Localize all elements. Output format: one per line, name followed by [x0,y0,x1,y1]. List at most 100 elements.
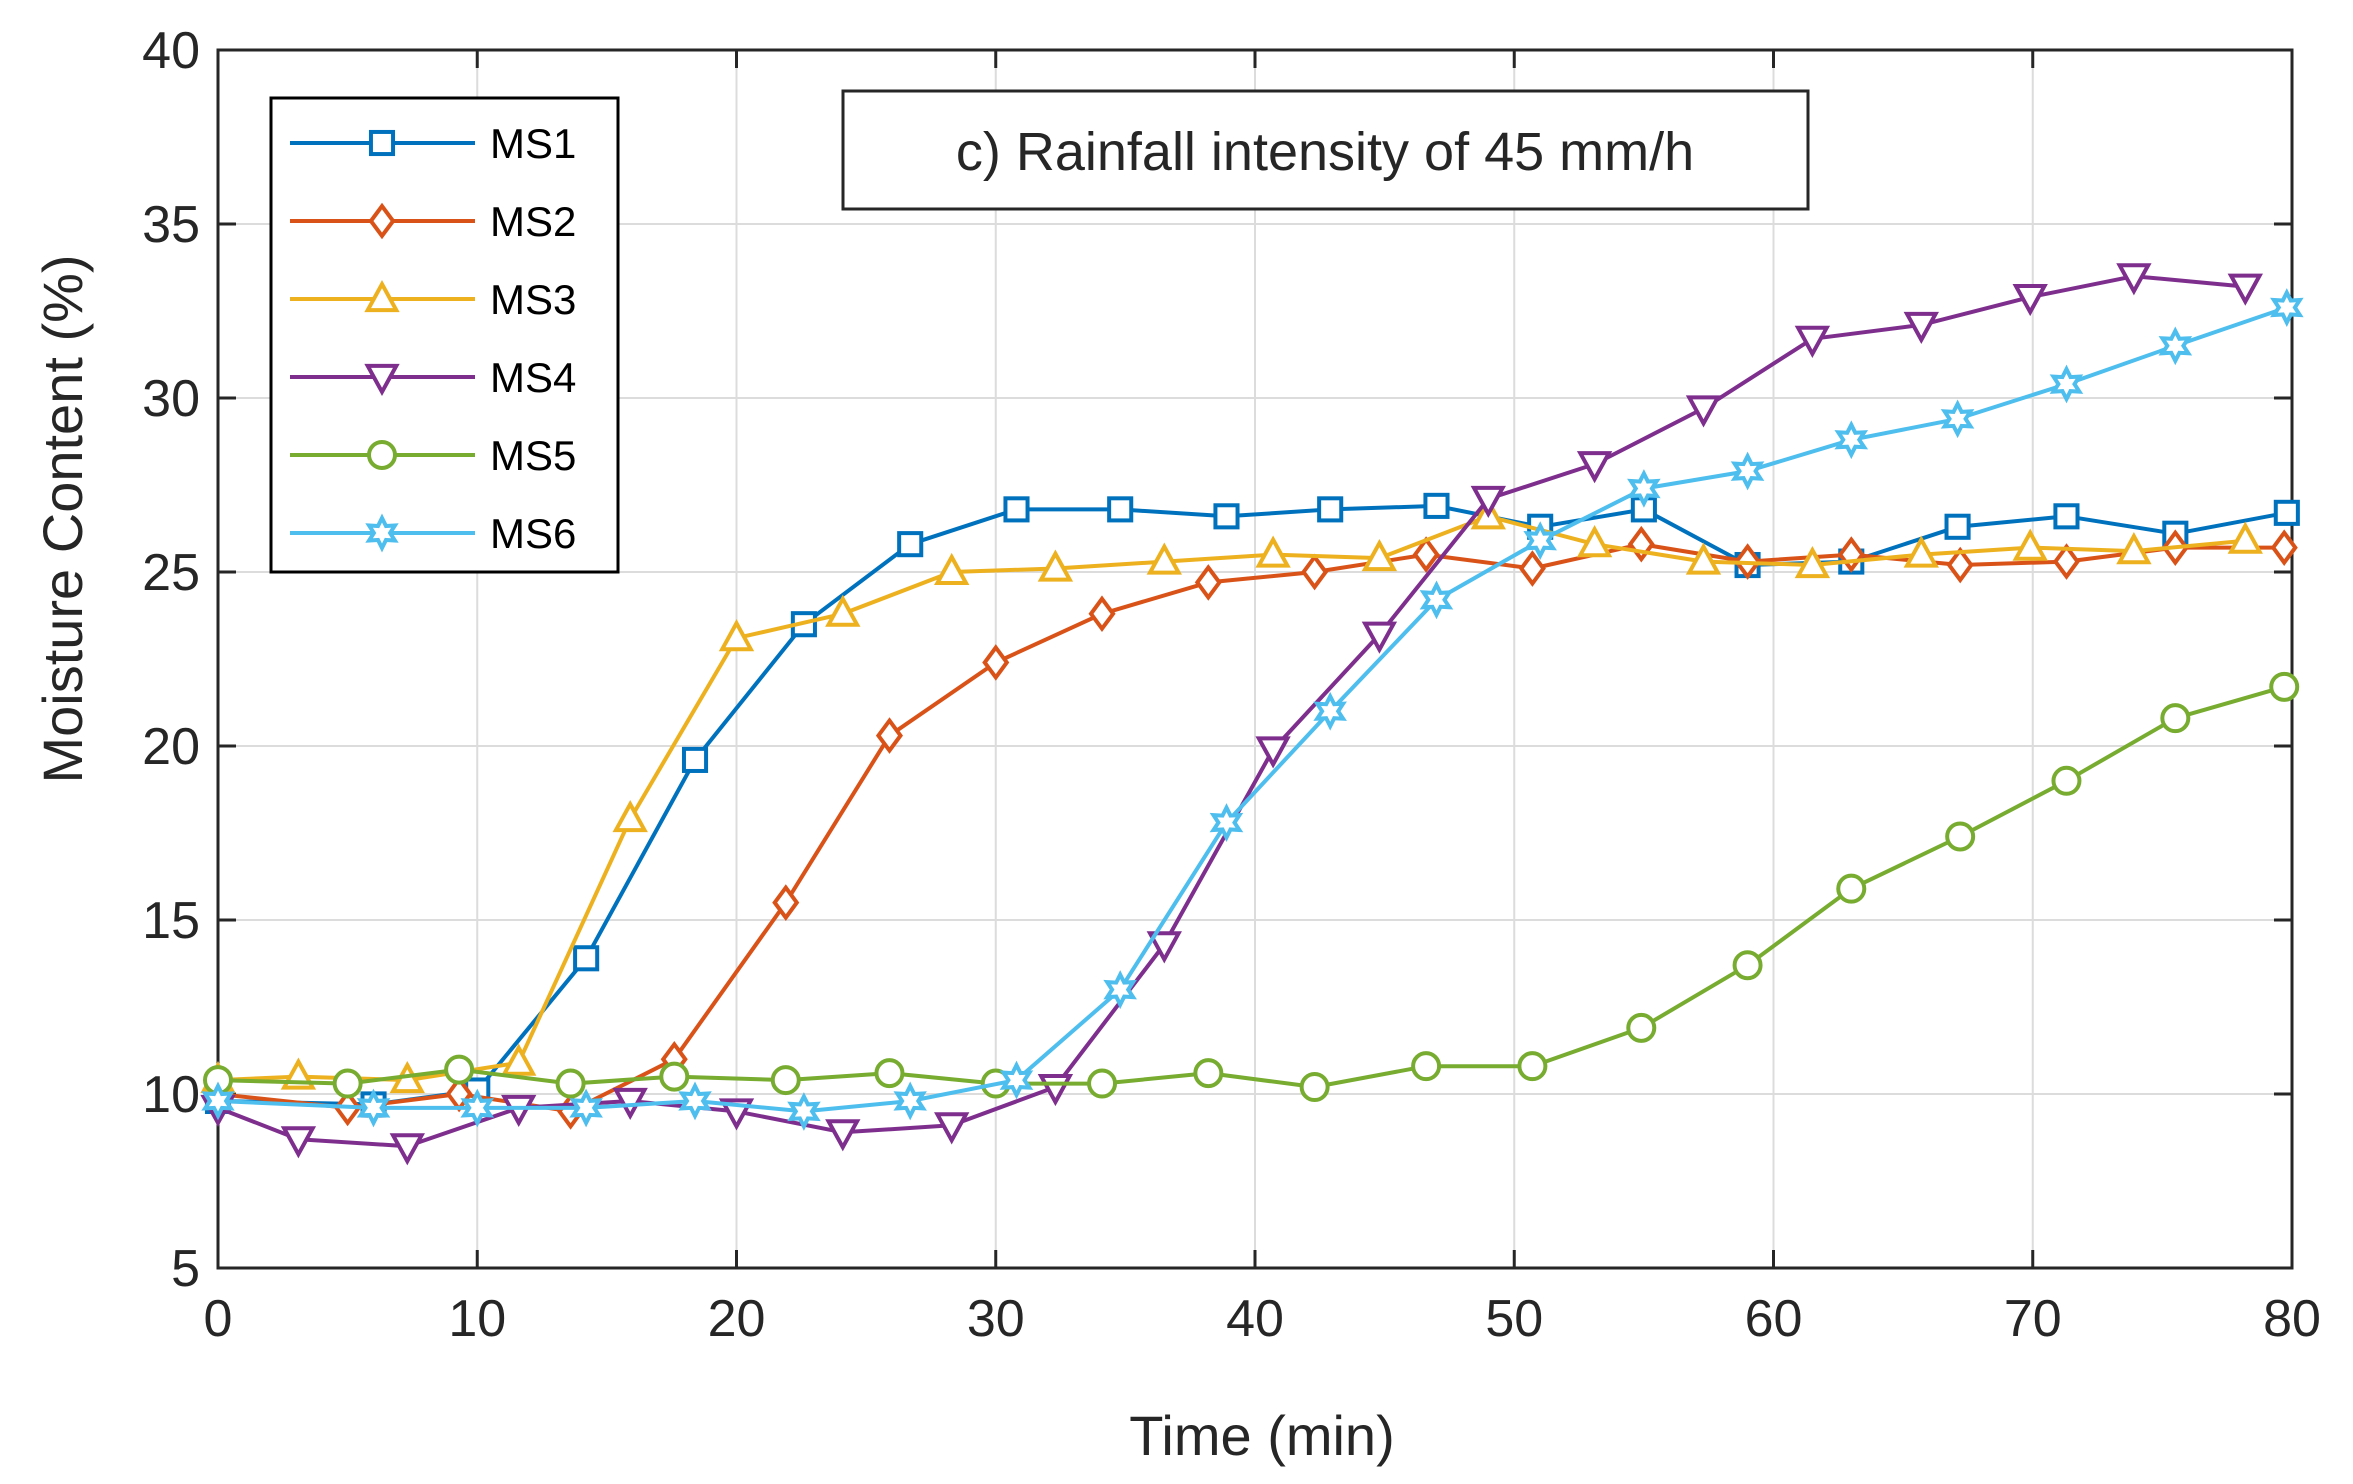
x-axis-label: Time (min) [1129,1404,1394,1467]
data-point-ms3 [934,552,970,585]
y-axis-label: Moisture Content (%) [31,254,94,783]
data-point-ms2 [982,644,1010,681]
legend-marker-ms3 [364,279,400,313]
series-line-ms1 [217,503,2288,1107]
data-point-ms5 [770,1065,801,1096]
data-point-ms3 [1037,549,1074,582]
legend-label-ms4: MS4 [490,354,576,401]
data-point-ms5 [332,1068,363,1099]
data-point-ms6 [1419,580,1454,620]
data-point-ms5 [1299,1072,1330,1103]
y-tick-label: 10 [142,1066,200,1124]
y-tick-label: 15 [142,892,200,950]
data-point-ms2 [1518,550,1546,587]
data-point-ms5 [2160,703,2191,734]
annotation-box: c) Rainfall intensity of 45 mm/h [841,89,1810,211]
data-point-ms6 [1103,970,1137,1010]
x-tick-label: 40 [1226,1290,1284,1348]
data-point-ms3 [1685,542,1722,575]
legend-item-ms2: MS2 [290,198,576,245]
series-layer [200,263,2304,1166]
data-point-ms5 [1087,1068,1118,1099]
data-point-ms5 [2051,765,2082,796]
data-point-ms6 [1834,420,1869,460]
legend-label-ms3: MS3 [490,276,576,323]
x-tick-label: 50 [1485,1290,1543,1348]
data-point-ms3 [1361,538,1398,572]
data-point-ms4 [825,1119,861,1152]
data-point-ms3 [1146,542,1182,575]
data-point-ms5 [659,1061,690,1092]
x-tick-label: 0 [204,1290,233,1348]
legend-item-ms5: MS5 [290,432,576,479]
data-point-ms1 [1944,513,1971,540]
legend-marker-ms5 [367,440,397,470]
data-point-ms4 [2012,284,2048,317]
legend-item-ms1: MS1 [290,120,576,167]
data-point-ms2 [1301,553,1329,591]
annotation-frame [841,89,1810,211]
data-point-ms1 [681,746,709,773]
series-line-ms6 [217,305,2288,1114]
axis-ticks: 0 10 20 30 40 50 60 70 80 5 10 15 20 25 30 35 40 [142,22,2321,1348]
data-point-ms4 [2227,273,2263,306]
y-tick-label: 5 [171,1240,200,1298]
data-point-ms3 [2116,532,2152,565]
data-point-ms4 [1685,395,1722,428]
data-point-ms6 [460,1088,495,1128]
legend-marker-ms2 [368,202,396,240]
data-point-ms4 [934,1112,970,1145]
data-point-ms5 [1836,873,1867,904]
data-point-ms1 [1317,496,1344,523]
data-point-ms4 [1794,325,1831,358]
data-point-ms4 [1146,931,1182,964]
data-point-ms5 [1193,1058,1224,1089]
series-ms5 [203,671,2300,1103]
data-point-ms2 [1946,546,1974,584]
data-point-ms4 [1255,736,1291,769]
data-point-ms6 [1627,469,1661,508]
data-point-ms4 [280,1126,317,1159]
legend-label-ms1: MS1 [490,120,576,167]
data-point-ms3 [1576,525,1613,558]
series-line-ms5 [217,684,2285,1089]
data-point-ms3 [501,1043,537,1076]
data-point-ms6 [2270,288,2304,327]
data-point-ms4 [1470,485,1506,519]
data-point-ms1 [573,945,600,972]
data-point-ms3 [825,594,861,627]
data-point-ms6 [999,1060,1034,1100]
data-point-ms5 [1626,1012,1657,1043]
x-tick-label: 20 [708,1290,766,1348]
data-point-ms3 [1794,545,1831,579]
data-point-ms2 [2052,543,2080,580]
data-point-ms2 [1412,536,1440,573]
data-point-ms6 [2158,326,2193,366]
data-point-ms3 [2012,528,2048,561]
legend-marker-ms6 [365,513,399,553]
legend-frame [269,96,620,574]
legend-label-ms6: MS6 [490,510,576,557]
data-point-ms4 [1361,621,1398,654]
data-point-ms5 [1411,1051,1442,1082]
data-point-ms2 [1194,564,1222,601]
legend-marker-ms1 [368,129,396,157]
data-point-ms6 [1940,399,1975,439]
data-point-ms6 [1523,521,1557,560]
y-tick-label: 30 [142,370,200,428]
data-point-ms3 [2227,521,2263,554]
data-point-ms1 [2273,499,2300,526]
legend-label-ms2: MS2 [490,198,576,245]
legend-item-ms3: MS3 [290,276,576,323]
data-point-ms6 [1209,803,1244,842]
data-point-ms1 [1107,496,1134,523]
data-point-ms2 [2270,529,2298,566]
legend: MS1 MS2 MS3 MS4 MS5 MS6 [269,96,620,574]
x-tick-label: 10 [448,1290,506,1348]
data-point-ms5 [1732,950,1763,981]
data-point-ms1 [1423,492,1450,519]
data-point-ms6 [787,1092,821,1131]
data-point-ms3 [612,799,648,833]
data-point-ms6 [569,1088,603,1128]
